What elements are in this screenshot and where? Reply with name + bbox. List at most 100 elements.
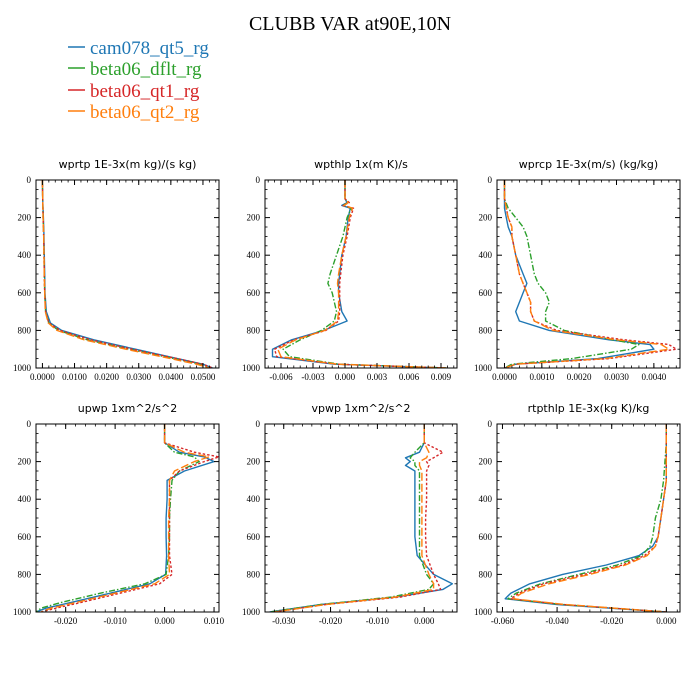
series-line-beta06_qt2_rg <box>277 180 447 368</box>
y-tick-label: 800 <box>18 325 32 335</box>
y-tick-label: 1000 <box>13 363 32 373</box>
plot-frame <box>35 423 220 613</box>
y-tick-label: 0 <box>256 419 261 429</box>
series-group <box>271 180 447 368</box>
series-line-beta06_qt1_rg <box>40 424 219 612</box>
x-tick-label: 0.0300 <box>126 372 151 382</box>
chart-panel: wprcp 1E-3x(m/s) (kg/kg) 0.0000 0.0010 0.00… <box>474 158 681 382</box>
x-tick-label: 0.0020 <box>567 372 592 382</box>
y-tick-label: 200 <box>247 213 261 223</box>
y-tick-label: 800 <box>247 569 261 579</box>
panel-title: vpwp 1xm^2/s^2 <box>311 402 410 415</box>
y-tick-label: 400 <box>479 494 493 504</box>
series-line-beta06_qt2_rg <box>40 424 210 612</box>
x-tick-label: 0.0040 <box>641 372 666 382</box>
y-tick-label: 600 <box>18 288 32 298</box>
legend-entry: cam078_qt5_rg <box>68 38 209 59</box>
y-tick-label: 200 <box>479 213 493 223</box>
x-tick-label: -0.010 <box>366 616 390 626</box>
legend-entry: beta06_dflt_rg <box>68 59 202 80</box>
chart-panel: upwp 1xm^2/s^2 -0.020 -0.010 0.000 0.010 0 200… <box>13 402 225 626</box>
x-tick-label: -0.006 <box>269 372 293 382</box>
series-line-beta06_qt2_rg <box>503 180 670 368</box>
y-tick-label: 1000 <box>242 607 261 617</box>
panel-title: wprtp 1E-3x(m kg)/(s kg) <box>59 158 197 171</box>
x-tick-label: -0.060 <box>491 616 515 626</box>
x-tick-label: 0.000 <box>335 372 356 382</box>
plot-frame <box>496 179 681 369</box>
series-line-beta06_qt2_rg <box>274 424 435 612</box>
y-tick-label: 400 <box>479 250 493 260</box>
series-line-cam078_qt5_rg <box>271 180 447 368</box>
y-tick-label: 200 <box>247 457 261 467</box>
y-tick-label: 0 <box>256 175 261 185</box>
panel-title: wprcp 1E-3x(m/s) (kg/kg) <box>519 158 658 171</box>
x-tick-label: -0.020 <box>319 616 343 626</box>
panels: wprtp 1E-3x(m kg)/(s kg)0.0000 0.0100 0.02… <box>13 158 681 626</box>
y-tick-label: 1000 <box>13 607 32 617</box>
y-tick-label: 400 <box>247 250 261 260</box>
y-tick-label: 400 <box>18 494 32 504</box>
chart-panel: vpwp 1xm^2/s^2 -0.030 -0.020 -0.010 0.000 0 20… <box>242 402 458 626</box>
chart-panel: rtpthlp 1E-3x(kg K)/kg -0.060 -0.040 -0.020… <box>474 402 681 626</box>
chart-panel: wpthlp 1x(m K)/s -0.006 -0.003 0.000 0.003 0.… <box>242 158 458 382</box>
x-tick-label: -0.040 <box>545 616 569 626</box>
y-tick-label: 0 <box>27 419 32 429</box>
y-tick-label: 600 <box>479 532 493 542</box>
x-tick-label: 0.003 <box>367 372 388 382</box>
chart-panel: wprtp 1E-3x(m kg)/(s kg) 0.0000 0.0100 0.02… <box>13 158 220 382</box>
x-tick-label: 0.0200 <box>94 372 119 382</box>
plot-frame <box>35 179 220 369</box>
y-tick-label: 200 <box>479 457 493 467</box>
series-group <box>41 180 213 368</box>
panel-title: wpthlp 1x(m K)/s <box>314 158 408 171</box>
figure-title: CLUBB VAR at90E,10N <box>249 13 451 35</box>
series-line-cam078_qt5_rg <box>504 424 667 612</box>
x-tick-label: 0.000 <box>656 616 677 626</box>
y-tick-label: 800 <box>18 569 32 579</box>
legend-label: beta06_dflt_rg <box>90 59 202 80</box>
series-group <box>504 424 667 612</box>
y-tick-label: 0 <box>488 419 493 429</box>
series-line-cam078_qt5_rg <box>503 180 655 368</box>
series-line-beta06_dflt_rg <box>507 424 667 612</box>
legend: cam078_qt5_rg beta06_dflt_rg beta06_qt1_… <box>68 38 209 123</box>
x-tick-label: 0.0100 <box>62 372 87 382</box>
y-tick-label: 400 <box>18 250 32 260</box>
panel-title: upwp 1xm^2/s^2 <box>78 402 178 415</box>
x-tick-label: -0.010 <box>104 616 128 626</box>
y-tick-label: 600 <box>479 288 493 298</box>
series-line-beta06_dflt_rg <box>503 180 640 368</box>
series-line-beta06_dflt_rg <box>269 424 435 612</box>
y-tick-label: 800 <box>247 325 261 335</box>
series-line-beta06_qt1_rg <box>503 180 677 368</box>
series-line-beta06_qt1_rg <box>510 424 667 612</box>
y-tick-label: 200 <box>18 213 32 223</box>
legend-label: beta06_qt2_rg <box>90 102 200 123</box>
plot-frame <box>496 423 681 613</box>
x-tick-label: 0.010 <box>204 616 225 626</box>
series-group <box>36 424 219 612</box>
x-tick-label: -0.020 <box>54 616 78 626</box>
panel-title: rtpthlp 1E-3x(kg K)/kg <box>528 402 650 415</box>
y-tick-label: 200 <box>18 457 32 467</box>
y-tick-label: 0 <box>27 175 32 185</box>
y-tick-label: 800 <box>479 569 493 579</box>
y-tick-label: 0 <box>488 175 493 185</box>
series-line-beta06_qt1_rg <box>273 180 447 368</box>
x-tick-label: -0.030 <box>272 616 296 626</box>
y-tick-label: 400 <box>247 494 261 504</box>
series-line-beta06_dflt_rg <box>36 424 200 612</box>
legend-entry: beta06_qt1_rg <box>68 81 200 102</box>
x-tick-label: 0.0030 <box>604 372 629 382</box>
y-tick-label: 600 <box>18 532 32 542</box>
series-line-cam078_qt5_rg <box>36 424 215 612</box>
y-tick-label: 1000 <box>242 363 261 373</box>
x-tick-label: 0.006 <box>399 372 420 382</box>
series-group <box>503 180 677 368</box>
x-tick-label: 0.000 <box>154 616 175 626</box>
legend-label: cam078_qt5_rg <box>90 38 209 59</box>
y-tick-label: 800 <box>479 325 493 335</box>
x-tick-label: -0.020 <box>600 616 624 626</box>
series-group <box>269 424 453 612</box>
